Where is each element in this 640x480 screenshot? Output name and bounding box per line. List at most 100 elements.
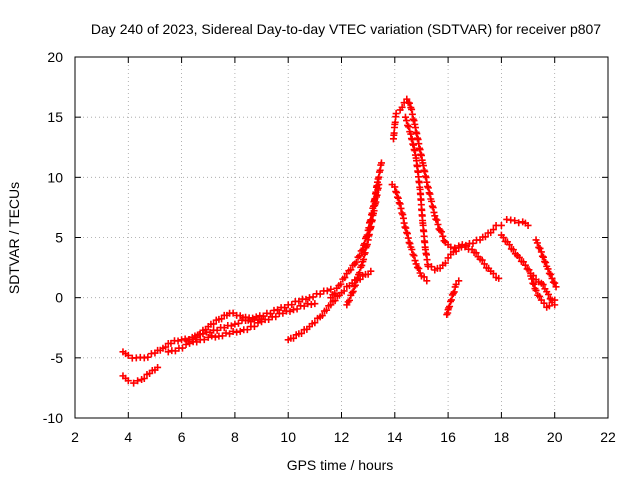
- data-point: [549, 278, 557, 286]
- data-point: [499, 234, 507, 241]
- data-point: [401, 113, 409, 121]
- data-point: [311, 319, 319, 327]
- data-point: [446, 302, 454, 310]
- x-tick-label: 2: [71, 429, 79, 445]
- y-tick-label: 20: [47, 49, 63, 65]
- data-point: [410, 252, 418, 260]
- data-point: [295, 297, 303, 305]
- series-track-d: [183, 309, 266, 345]
- data-point: [445, 304, 453, 312]
- data-point: [162, 343, 170, 351]
- data-point: [210, 320, 218, 328]
- data-point: [174, 337, 182, 345]
- data-point: [403, 230, 411, 238]
- data-point: [541, 258, 549, 266]
- chart-title: Day 240 of 2023, Sidereal Day-to-day VTE…: [91, 21, 601, 37]
- series-track-g: [343, 181, 383, 309]
- data-point: [542, 258, 550, 266]
- data-point: [450, 288, 458, 296]
- data-point: [537, 248, 545, 256]
- x-tick-label: 8: [231, 429, 239, 445]
- data-point: [447, 243, 455, 251]
- data-point: [489, 226, 497, 234]
- data-point: [535, 243, 543, 251]
- data-points: [119, 95, 560, 387]
- data-point: [446, 297, 454, 305]
- data-point: [403, 95, 411, 103]
- data-point: [536, 244, 544, 252]
- data-point: [431, 212, 439, 220]
- data-point: [272, 313, 280, 321]
- data-point: [394, 194, 402, 202]
- x-tick-label: 18: [494, 429, 510, 445]
- data-point: [440, 237, 448, 245]
- data-point: [281, 303, 289, 311]
- data-point: [497, 221, 505, 229]
- series-track-h: [389, 95, 505, 252]
- data-point: [544, 265, 552, 273]
- data-point: [341, 274, 349, 282]
- data-point: [408, 245, 416, 253]
- data-point: [540, 299, 548, 307]
- data-point: [532, 286, 540, 294]
- data-point: [347, 266, 355, 274]
- data-point: [178, 336, 186, 344]
- data-point: [356, 252, 364, 260]
- data-point: [405, 123, 413, 131]
- data-point: [353, 274, 361, 282]
- data-point: [544, 290, 552, 298]
- data-point: [218, 332, 226, 340]
- data-point: [405, 99, 413, 107]
- data-point: [226, 330, 234, 338]
- series-track-m: [497, 231, 559, 309]
- y-tick-label: -10: [43, 410, 63, 426]
- series-track-a: [119, 285, 335, 362]
- data-point: [323, 306, 331, 314]
- data-point: [218, 315, 226, 323]
- data-point: [437, 228, 445, 236]
- data-point: [444, 309, 452, 317]
- data-point: [250, 322, 258, 330]
- data-point: [182, 340, 190, 348]
- data-point: [204, 333, 212, 341]
- data-point: [404, 234, 412, 242]
- data-point: [551, 279, 559, 287]
- data-point: [208, 332, 216, 340]
- x-tick-label: 20: [547, 429, 563, 445]
- data-point: [290, 334, 298, 342]
- data-point: [233, 328, 241, 336]
- data-point: [515, 253, 523, 261]
- data-point: [412, 260, 420, 268]
- x-tick-label: 6: [178, 429, 186, 445]
- data-point: [397, 204, 405, 212]
- data-point: [307, 300, 315, 308]
- series-track-i: [401, 113, 503, 282]
- grid: [75, 57, 608, 418]
- data-point: [413, 263, 421, 271]
- data-point: [200, 336, 208, 344]
- data-point: [213, 326, 221, 334]
- data-point: [311, 300, 319, 308]
- data-point: [344, 298, 352, 306]
- data-point: [140, 374, 148, 382]
- data-point: [455, 277, 463, 285]
- data-point: [265, 316, 273, 324]
- data-point: [452, 247, 460, 255]
- series-track-b: [119, 363, 162, 387]
- data-point: [358, 261, 366, 269]
- data-point: [345, 296, 353, 304]
- data-point: [536, 292, 544, 300]
- x-tick-label: 10: [280, 429, 296, 445]
- data-point: [489, 270, 497, 278]
- data-point: [391, 183, 399, 191]
- axis-ticks: [74, 56, 609, 419]
- data-point: [403, 117, 411, 125]
- data-point: [427, 263, 435, 271]
- data-point: [130, 379, 138, 387]
- data-point: [433, 216, 441, 224]
- data-point: [302, 295, 310, 303]
- data-point: [375, 181, 383, 189]
- data-point: [452, 280, 460, 288]
- data-point: [154, 363, 162, 371]
